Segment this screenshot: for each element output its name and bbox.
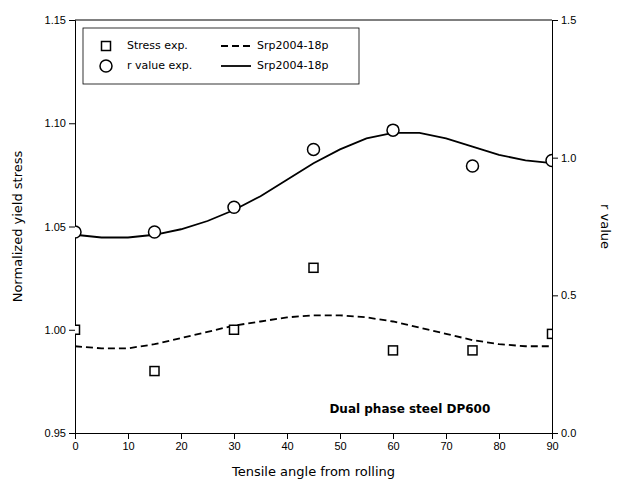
- tick: 60: [387, 433, 399, 452]
- tick-mark: [552, 158, 558, 159]
- tick-mark: [181, 433, 182, 439]
- tick: 1.00: [45, 324, 75, 336]
- tick: 10: [122, 433, 134, 452]
- point: [468, 346, 477, 355]
- y2-axis-title: r value: [598, 204, 613, 249]
- tick-mark: [69, 433, 75, 434]
- tick-label: 20: [175, 440, 187, 452]
- point: [389, 346, 398, 355]
- tick-mark: [552, 433, 558, 434]
- legend-box: [83, 28, 359, 84]
- tick-label: 40: [281, 440, 293, 452]
- tick-mark: [69, 227, 75, 228]
- legend-label: Srp2004-18p: [257, 59, 328, 72]
- point: [548, 329, 553, 338]
- line: [75, 315, 552, 348]
- x-axis-title: Tensile angle from rolling: [231, 464, 395, 479]
- legend-label: Stress exp.: [127, 39, 188, 52]
- tick-mark: [234, 433, 235, 439]
- tick-label: 1.10: [45, 117, 66, 129]
- tick: 20: [175, 433, 187, 452]
- point: [546, 154, 552, 166]
- y2-axis-line: [553, 21, 559, 434]
- legend-item: Srp2004-18p: [221, 59, 328, 72]
- tick-mark: [552, 295, 558, 296]
- line: [75, 133, 552, 238]
- tick-mark: [340, 433, 341, 439]
- tick: 0.5: [552, 289, 576, 301]
- point: [230, 325, 239, 334]
- legend-swatch: [100, 60, 112, 72]
- legend-swatch: [221, 65, 251, 67]
- legend-label: r value exp.: [127, 59, 192, 72]
- legend-swatch: [221, 45, 251, 47]
- tick: 50: [334, 433, 346, 452]
- x-axis: 0 10 20 30 40 50 60 70 80 90: [72, 433, 558, 452]
- point: [467, 160, 479, 172]
- tick-mark: [69, 330, 75, 331]
- tick-mark: [393, 433, 394, 439]
- tick: 40: [281, 433, 293, 452]
- tick-mark: [128, 433, 129, 439]
- y-axis: 0.95 1.00 1.05 1.10 1.15: [45, 14, 76, 439]
- plot: 01020304050607080900.951.001.051.101.150…: [45, 14, 577, 452]
- legend-item: Srp2004-18p: [221, 39, 328, 52]
- tick-mark: [499, 433, 500, 439]
- tick: 1.05: [45, 221, 75, 233]
- tick-label: 1.5: [561, 14, 576, 26]
- tick-label: 0.5: [561, 289, 576, 301]
- tick: 0: [72, 433, 78, 452]
- tick-mark: [69, 123, 75, 124]
- point: [75, 226, 81, 238]
- legend-swatch: [102, 42, 111, 51]
- annotation: Dual phase steel DP600: [329, 402, 490, 416]
- point: [75, 325, 80, 334]
- tick-label: 30: [228, 440, 240, 452]
- tick-mark: [287, 433, 288, 439]
- point: [387, 124, 399, 136]
- tick: 30: [228, 433, 240, 452]
- tick-label: 70: [440, 440, 452, 452]
- frame: [75, 20, 552, 21]
- tick-label: 60: [387, 440, 399, 452]
- x-axis-line: [76, 434, 553, 440]
- tick-label: 1.05: [45, 221, 66, 233]
- point: [149, 226, 161, 238]
- marks: [75, 124, 552, 375]
- tick-label: 50: [334, 440, 346, 452]
- tick-label: 1.0: [561, 152, 576, 164]
- tick: 1.5: [552, 14, 576, 26]
- tick-mark: [552, 20, 558, 21]
- tick: 70: [440, 433, 452, 452]
- tick: 0.0: [552, 427, 576, 439]
- point: [308, 143, 320, 155]
- tick-label: 10: [122, 440, 134, 452]
- tick: 80: [493, 433, 505, 452]
- point: [150, 367, 159, 376]
- chart: 01020304050607080900.951.001.051.101.150…: [0, 0, 622, 488]
- y-axis-title: Normalized yield stress: [10, 150, 25, 302]
- tick-label: 90: [546, 440, 558, 452]
- legend-label: Srp2004-18p: [257, 39, 328, 52]
- y-axis-line: [69, 21, 76, 434]
- tick: 1.15: [45, 14, 75, 26]
- legend-item: r value exp.: [100, 59, 192, 72]
- tick: 90: [546, 433, 558, 452]
- tick-label: 0.95: [45, 427, 66, 439]
- tick: 1.0: [552, 152, 576, 164]
- tick-mark: [69, 20, 75, 21]
- y2-axis: 0.0 0.5 1.0 1.5: [552, 14, 576, 439]
- tick: 1.10: [45, 117, 75, 129]
- point: [309, 263, 318, 272]
- tick-mark: [446, 433, 447, 439]
- tick-label: 1.00: [45, 324, 66, 336]
- tick-label: 1.15: [45, 14, 66, 26]
- tick-label: 0: [72, 440, 78, 452]
- tick: 0.95: [45, 427, 75, 439]
- tick-label: 0.0: [561, 427, 576, 439]
- point: [228, 201, 240, 213]
- legend-item: Stress exp.: [102, 39, 188, 52]
- legend: Stress exp. r value exp. Srp2004-18p Srp200…: [83, 28, 359, 84]
- tick-label: 80: [493, 440, 505, 452]
